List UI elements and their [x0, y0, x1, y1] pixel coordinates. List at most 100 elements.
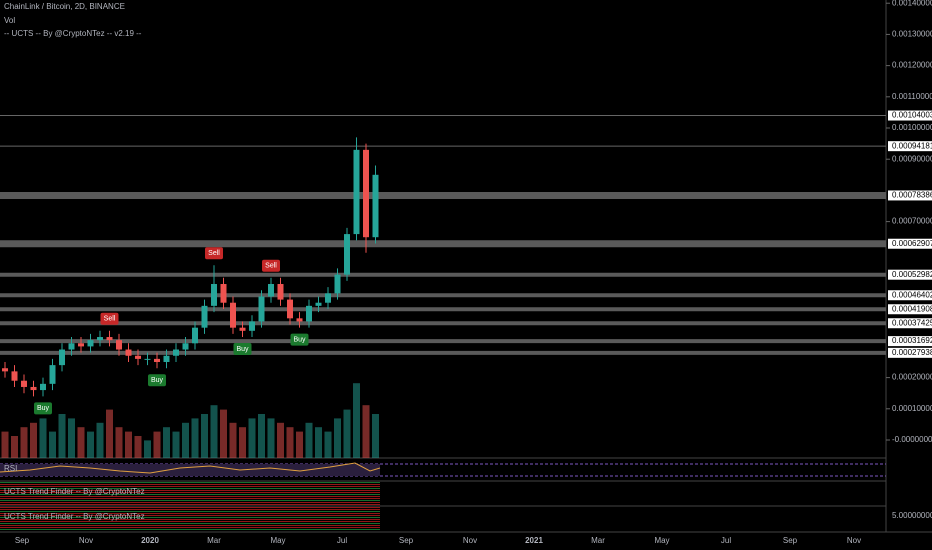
trend-stripe — [0, 521, 380, 522]
candle-body — [353, 149, 360, 235]
volume-bar — [11, 436, 18, 458]
level-tag — [888, 347, 932, 358]
trend-stripe — [0, 529, 380, 530]
candle-body — [182, 343, 189, 350]
volume-bar — [248, 418, 256, 458]
trend-stripe — [0, 500, 380, 501]
candle-body — [249, 321, 255, 331]
level-label: 0.00104003 — [892, 111, 932, 120]
signal-box — [262, 259, 280, 272]
x-tick-label: Sep — [15, 536, 30, 545]
signal-label: Sell — [104, 316, 116, 323]
x-tick-label: May — [270, 536, 285, 545]
volume-bar — [267, 418, 275, 458]
signal-label: Buy — [37, 405, 50, 412]
volume-bar — [20, 427, 28, 458]
candle-body — [97, 337, 103, 341]
level-tag — [888, 304, 932, 315]
candle-body — [211, 284, 217, 306]
y-tick-label: 0.00110000 — [892, 92, 932, 101]
candle-body — [173, 349, 179, 356]
legend-title: ChainLink / Bitcoin, 2D, BINANCE — [4, 2, 125, 11]
trend-stripe — [0, 513, 380, 514]
trend-stripes — [0, 482, 380, 530]
legend-indicator: -- UCTS -- By @CryptoNTez -- v2.19 -- — [4, 29, 142, 38]
volume-bar — [58, 414, 66, 458]
candle-body — [230, 302, 236, 328]
y-tick-label: 0.00020000 — [892, 373, 932, 382]
signal-label: Buy — [236, 346, 249, 353]
signal-box — [205, 247, 223, 260]
trend-stripe — [0, 492, 380, 493]
trend-label: UCTS Trend Finder -- By @CryptoNTez — [4, 512, 145, 521]
level-tag — [888, 290, 932, 301]
volume-bar — [39, 418, 47, 458]
volume-bar — [258, 414, 265, 458]
trend-stripe — [0, 519, 380, 520]
signal-box — [148, 374, 166, 387]
signal-label: Sell — [208, 250, 220, 257]
trend-stripe — [0, 494, 380, 495]
signal-label: Buy — [151, 377, 164, 384]
trend-tick-label: 5.00000000 — [892, 511, 932, 520]
y-tick-label: 0.00130000 — [892, 30, 932, 39]
rsi-line — [0, 462, 381, 474]
level-tag — [888, 141, 932, 152]
volume-bar — [353, 383, 360, 458]
candle-body — [258, 296, 265, 322]
trend-stripe — [0, 504, 380, 505]
level-label: 0.00052982 — [892, 270, 932, 279]
x-tick-label: Jul — [721, 536, 731, 545]
volume-bar — [296, 431, 303, 458]
level-label: 0.00027938 — [892, 348, 932, 357]
volume-bar — [343, 409, 351, 458]
level-label: 0.00031692 — [892, 336, 932, 345]
trend-stripe — [0, 496, 380, 497]
candle-body — [68, 343, 75, 350]
volume-bar — [182, 422, 189, 458]
rsi-label: RSI — [4, 464, 17, 473]
candle-body — [78, 343, 84, 347]
y-tick-label: 0.00010000 — [892, 404, 932, 413]
volume-bar — [125, 431, 132, 458]
y-tick-label: 0.00140000 — [892, 0, 932, 7]
volume-bar — [334, 418, 341, 458]
trend-stripe — [0, 498, 380, 499]
volume-bar — [144, 440, 151, 458]
volume-bar — [49, 431, 56, 458]
candle-body — [2, 368, 8, 372]
volume-bar — [229, 422, 237, 458]
volume-bar — [68, 418, 75, 458]
volume-bar — [372, 414, 379, 458]
trend-stripe — [0, 509, 380, 510]
volume-bar — [115, 427, 123, 458]
signal-box — [233, 343, 252, 356]
signal-box — [290, 333, 309, 346]
y-tick-label: 0.00100000 — [892, 123, 932, 132]
volume-bar — [220, 409, 227, 458]
candle-body — [163, 355, 170, 363]
trend-stripe — [0, 486, 380, 487]
candle-body — [306, 305, 312, 322]
candle-body — [363, 149, 369, 238]
candle-body — [106, 337, 113, 341]
x-tick-label: Jul — [337, 536, 347, 545]
volume-bar — [277, 422, 284, 458]
x-tick-label: Nov — [463, 536, 477, 545]
volume-bar — [163, 427, 170, 458]
signal-box — [100, 312, 119, 325]
candle-body — [49, 365, 56, 384]
volume-bar — [106, 409, 113, 458]
x-tick-label: 2021 — [525, 536, 543, 545]
level-tag — [888, 238, 932, 249]
signal-label: Sell — [265, 263, 277, 270]
volume-bar — [201, 414, 208, 458]
volume-bar — [1, 431, 9, 458]
candle-body — [125, 349, 132, 356]
candle-body — [315, 302, 322, 306]
candle-body — [135, 355, 141, 359]
x-tick-label: May — [654, 536, 669, 545]
trend-stripe — [0, 525, 380, 526]
trend-stripe — [0, 523, 380, 524]
